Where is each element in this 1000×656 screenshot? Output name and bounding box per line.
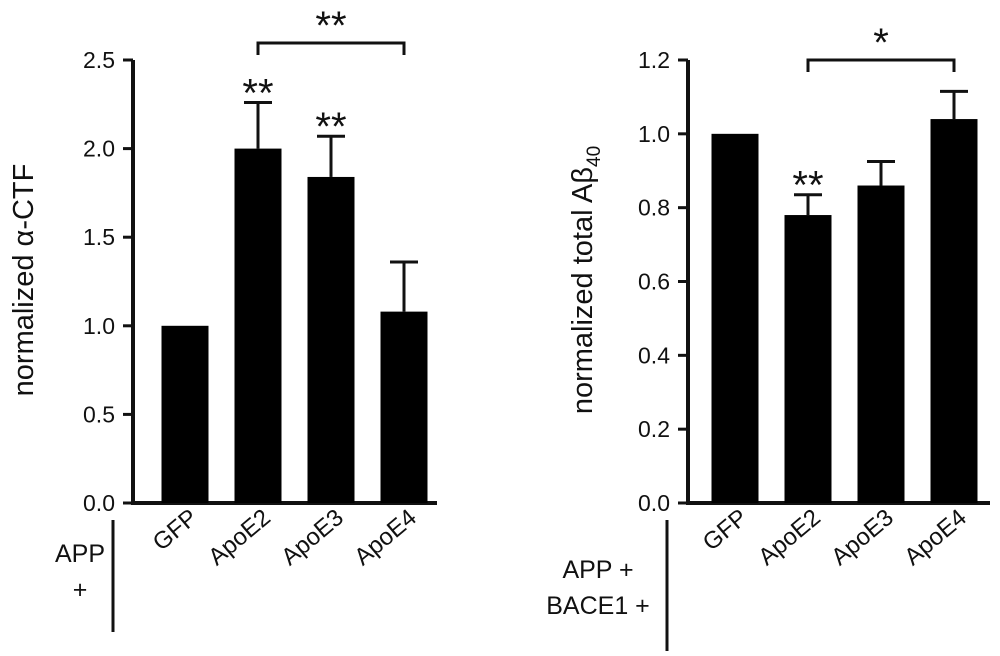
- significance-label: **: [792, 164, 823, 208]
- category-label: ApoE4: [899, 504, 972, 571]
- y-axis-label-text: normalized total Aβ: [567, 167, 599, 414]
- category-label: GFP: [148, 504, 203, 556]
- chart-1: 0.0 0.5 1.0 1.5 2.0 2.5 normalized α-CTF ** ** **…: [8, 4, 437, 632]
- category-label: ApoE3: [826, 504, 899, 571]
- bar-apoe4: [930, 119, 978, 504]
- bar-apoe3: [857, 185, 905, 503]
- category-label: GFP: [698, 504, 753, 556]
- y-axis-label: normalized total Aβ40: [567, 146, 605, 414]
- category-label: ApoE2: [753, 504, 826, 571]
- significance-label: **: [315, 105, 346, 149]
- group-label: +: [73, 576, 88, 604]
- y-tick-label: 0.0: [83, 490, 115, 516]
- y-tick-label: 2.5: [83, 47, 115, 73]
- y-tick-label: 0.6: [638, 269, 670, 295]
- group-label: APP +: [562, 556, 633, 584]
- bar-gfp: [161, 325, 209, 503]
- y-tick-label: 0.2: [638, 416, 670, 442]
- comparison-significance: *: [873, 21, 889, 65]
- category-label: ApoE2: [203, 504, 276, 571]
- y-tick-label: 1.0: [83, 313, 115, 339]
- category-label: ApoE4: [349, 504, 422, 571]
- y-axis-label-subscript: 40: [584, 146, 605, 167]
- comparison-bracket: [806, 58, 956, 72]
- y-tick-label: 0.0: [638, 490, 670, 516]
- bar-apoe2: [234, 148, 282, 503]
- group-label: BACE1 +: [546, 592, 650, 620]
- y-tick-label: 0.5: [83, 401, 115, 427]
- y-tick-label: 0.8: [638, 195, 670, 221]
- bar-apoe2: [784, 215, 832, 504]
- chart-2: 0.0 0.2 0.4 0.6 0.8 1.0 1.2 normalized total Aβ…: [546, 21, 990, 651]
- y-axis-label: normalized α-CTF: [8, 164, 40, 397]
- bar-apoe4: [380, 311, 428, 503]
- y-tick-label: 2.0: [83, 136, 115, 162]
- y-axis-label-text: normalized α-CTF: [8, 164, 40, 397]
- y-tick-label: 1.0: [638, 121, 670, 147]
- y-tick-label: 0.4: [638, 342, 670, 368]
- bar-apoe3: [307, 176, 355, 503]
- comparison-bracket: [256, 41, 406, 55]
- group-label: APP: [55, 540, 105, 568]
- y-tick-label: 1.5: [83, 224, 115, 250]
- comparison-significance: **: [315, 4, 346, 48]
- significance-label: **: [242, 72, 273, 116]
- category-label: ApoE3: [276, 504, 349, 571]
- y-tick-label: 1.2: [638, 47, 670, 73]
- bar-gfp: [711, 133, 759, 504]
